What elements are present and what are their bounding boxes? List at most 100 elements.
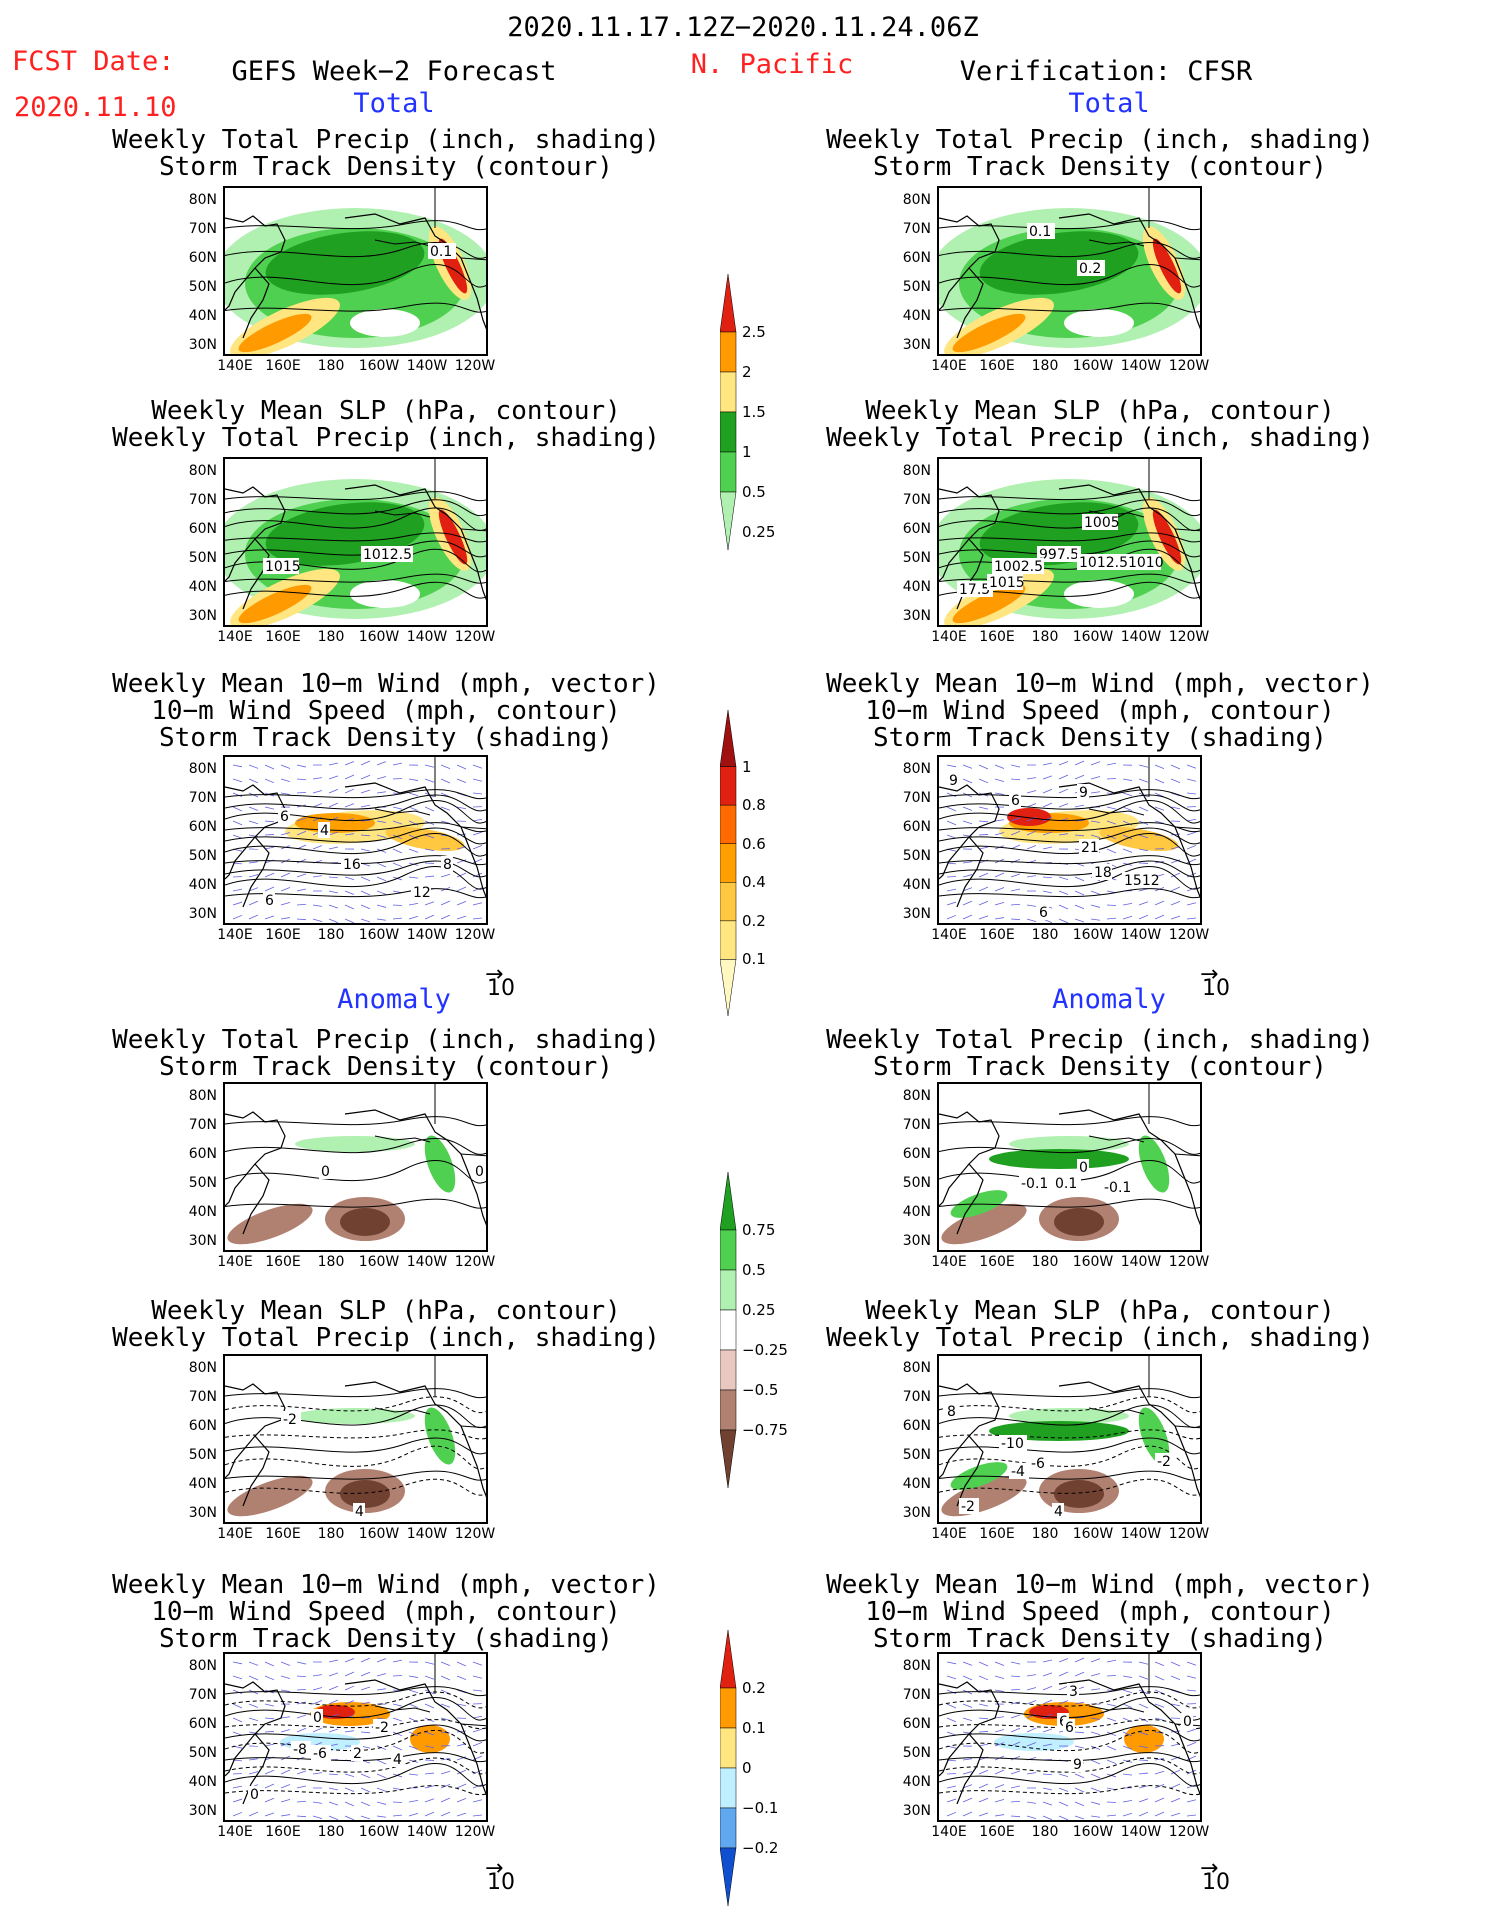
wind-vector [994, 917, 1005, 920]
colorbar-segment [719, 371, 737, 413]
wind-vector [392, 862, 403, 868]
wind-vector [962, 778, 973, 784]
wind-vector [1170, 1675, 1181, 1681]
wind-vector [376, 776, 387, 780]
wind-vector [328, 775, 339, 780]
wind-vector [994, 887, 1005, 892]
coastline-asia [939, 215, 1000, 311]
wind-vector [978, 820, 989, 823]
coastline-asia [225, 1111, 286, 1207]
contour-label: 4 [393, 1752, 402, 1768]
wind-vector [1186, 1769, 1197, 1775]
precip-anomaly-shading [295, 1408, 415, 1424]
wind-vector [360, 760, 371, 766]
wind-vector [264, 1743, 275, 1747]
wind-speed-contour [225, 822, 486, 833]
wind-vector [392, 1745, 403, 1751]
wind-vector [456, 915, 467, 920]
wind-vector [1010, 858, 1021, 864]
section-anomaly-right: Anomaly [1052, 984, 1166, 1015]
wind-vector [312, 777, 323, 780]
contour-label-bg [1102, 1179, 1138, 1195]
wind-vector [1186, 831, 1197, 836]
wind-vector [1170, 886, 1181, 892]
wind-vector [978, 1717, 989, 1720]
wind-vector [408, 915, 419, 920]
colorbar-level-label: −0.25 [742, 1341, 788, 1359]
contour-label: 12 [413, 885, 431, 901]
wind-vector [1058, 918, 1069, 923]
wind-vector [1090, 1658, 1101, 1663]
colorbar-storm-anomaly [719, 1628, 750, 1912]
lat-tick-label: 80N [902, 463, 931, 479]
wind-vector [1122, 806, 1133, 811]
wind-vector [1042, 1659, 1053, 1663]
title-l3: Weekly Mean 10−m Wind (mph, vector) 10−m … [112, 669, 660, 753]
slp-contour [939, 1388, 1200, 1399]
wind-vector [1074, 1657, 1085, 1663]
lat-tick-label: 50N [902, 550, 931, 566]
contour-label: 8 [443, 857, 452, 873]
wind-vector [376, 1673, 387, 1677]
contour-label: 9 [949, 773, 958, 789]
colorbar-segment [719, 1309, 737, 1351]
lon-tick-label: 180 [1031, 1824, 1059, 1840]
wind-vector [1186, 1728, 1197, 1733]
wind-vector [1170, 778, 1181, 784]
slp-contour [939, 1429, 1200, 1440]
wind-vector [440, 806, 451, 811]
wind-vector [962, 1758, 973, 1761]
wind-vector [994, 1675, 1005, 1680]
wind-vector [1154, 1784, 1165, 1789]
precip-anomaly-shading [1054, 1208, 1104, 1236]
wind-vector [424, 778, 435, 783]
map-panel-r6: 36609 [937, 1652, 1202, 1822]
wind-vector [392, 820, 403, 825]
wind-vector [1090, 834, 1101, 839]
colorbar-segment [719, 1847, 737, 1907]
wind-vector [1074, 918, 1085, 923]
lon-tick-label: 140W [406, 1254, 448, 1270]
wind-vector [328, 846, 339, 850]
lon-tick-label: 120W [1168, 1254, 1210, 1270]
precip-shading [238, 584, 312, 624]
map-panel-l2: 1015 1012.5 [223, 457, 488, 627]
lon-tick-label: 120W [1168, 629, 1210, 645]
lat-tick-label: 60N [188, 1418, 217, 1434]
storm-shading [1007, 808, 1051, 826]
contour-label-bg [1009, 1463, 1029, 1479]
lat-tick-label: 50N [902, 848, 931, 864]
storm-track-contour [225, 220, 486, 231]
lon-tick-label: 180 [317, 1824, 345, 1840]
wind-vector [344, 1685, 355, 1691]
wind-vector [344, 774, 355, 780]
wind-speed-contour [225, 866, 486, 890]
wind-vector [424, 1785, 435, 1789]
colorbar-level-label: 0.6 [742, 834, 766, 853]
precip-shading [979, 231, 1139, 295]
slp-contour [939, 540, 1200, 558]
slp-contour [225, 1404, 486, 1429]
lat-tick-label: 40N [902, 1774, 931, 1790]
wind-speed-contour [939, 794, 1200, 812]
wind-vector [1122, 834, 1133, 840]
slp-contour [225, 1396, 486, 1414]
wind-vector [376, 876, 387, 882]
wind-vector [248, 1758, 259, 1761]
lat-tick-label: 70N [188, 221, 217, 237]
wind-vector [456, 806, 467, 810]
wind-vector [1138, 764, 1149, 768]
contour-label: -6 [313, 1746, 327, 1762]
wind-vector [456, 1675, 467, 1681]
wind-vector [1170, 806, 1181, 810]
wind-vector [978, 1743, 989, 1747]
period-title: 2020.11.17.12Z−2020.11.24.06Z [507, 12, 979, 43]
contour-label: 0 [1183, 1714, 1192, 1730]
wind-vector [1138, 1772, 1149, 1775]
wind-vector [280, 887, 291, 892]
wind-vector [1186, 1689, 1197, 1692]
wind-vector [1186, 778, 1197, 782]
wind-vector [408, 1773, 419, 1776]
wind-vector [264, 846, 275, 850]
wind-vector [962, 887, 973, 892]
